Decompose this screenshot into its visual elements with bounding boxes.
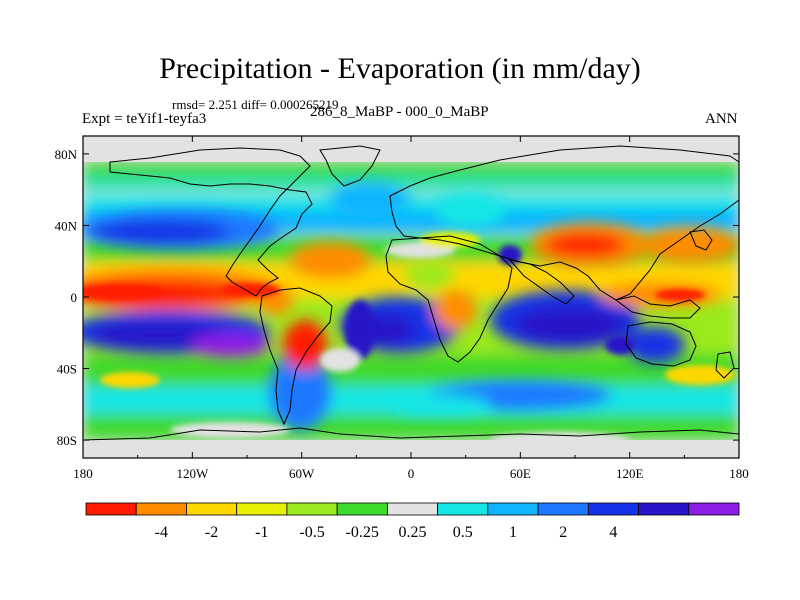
colorbar-box [587,502,639,516]
colorbar-box [85,502,137,516]
colorbar-label: 0.25 [399,524,427,541]
x-tick-label: 120W [176,466,209,481]
colorbar-box [638,502,690,516]
colorbar-box [386,502,439,516]
x-tick-label: 0 [408,466,415,481]
y-tick-label: 80N [55,147,78,162]
y-tick-label: 40S [57,362,77,377]
colorbar-label: -0.5 [299,524,324,541]
coastlines [83,145,739,441]
colorbar-label: 4 [609,524,617,541]
y-tick-label: 40N [55,218,78,233]
colorbar-box [236,502,288,516]
y-axis: 80N 40N 0 40S 80S [55,147,739,448]
colorbar-box [688,502,740,516]
colorbar-label: -2 [205,524,218,541]
x-tick-label: 180 [729,466,749,481]
colorbar-box [286,502,338,516]
colorbar: -4 -2 -1 -0.5 -0.25 0.25 0.5 1 2 4 [85,502,740,541]
y-tick-label: 80S [57,433,77,448]
colorbar-label: -0.25 [346,524,379,541]
map-title: Precipitation - Evaporation (in mm/day) [159,52,641,85]
x-tick-label: 60E [510,466,531,481]
y-tick-label: 0 [71,290,78,305]
colorbar-box [186,502,238,516]
colorbar-label: -1 [255,524,268,541]
colorbar-box [437,502,489,516]
colorbar-box [537,502,589,516]
x-axis: 180 120W 60W 0 60E 120E 180 [73,136,749,481]
x-tick-label: 60W [289,466,315,481]
colorbar-box [135,502,187,516]
stats-label: rmsd= 2.251 diff= 0.000265219 [172,97,339,112]
colorbar-label: -4 [155,524,168,541]
colorbar-label: 0.5 [453,524,473,541]
anomaly-regions [83,182,739,430]
period-label: 286_8_MaBP - 000_0_MaBP [310,104,489,120]
colorbar-label: 1 [509,524,517,541]
x-tick-label: 120E [616,466,644,481]
colorbar-box [336,502,388,516]
colorbar-label: 2 [559,524,567,541]
experiment-label: Expt = teYif1-teyfa3 [82,111,207,127]
antarctic-region [83,440,739,458]
precipitation-field [83,136,739,458]
x-tick-label: 180 [73,466,93,481]
season-label: ANN [705,111,738,127]
colorbar-box [487,502,539,516]
